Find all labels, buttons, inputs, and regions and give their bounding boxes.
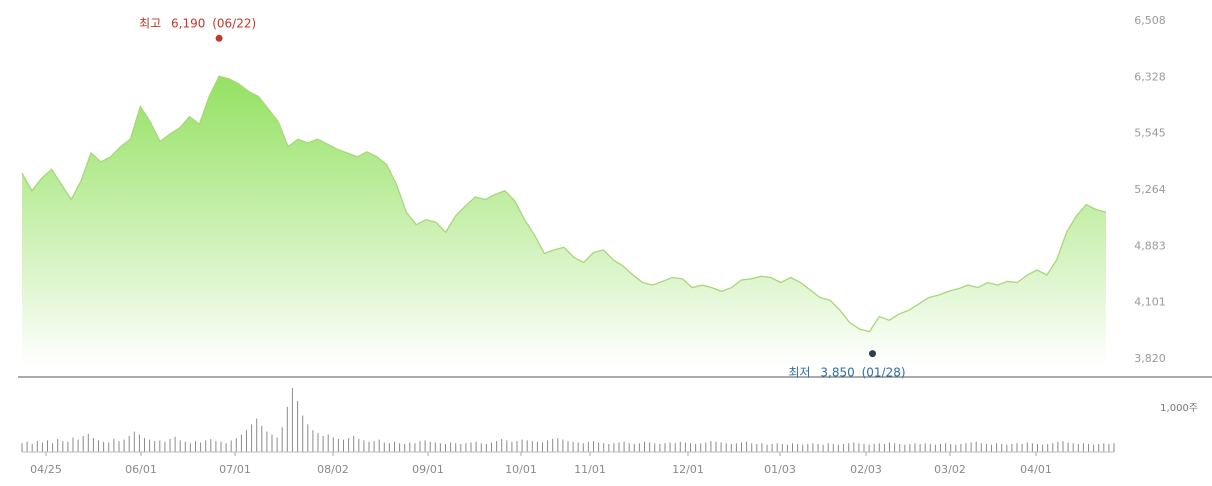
low-label: 최저 [789,366,811,380]
high-point-marker [215,34,223,42]
volume-unit-label: 1,000주 [1160,403,1198,414]
price-area-chart [21,75,1107,367]
high-label: 최고 [139,16,161,30]
high-annotation: 최고 6,190 (06/22) [139,16,256,30]
x-tick-label: 12/01 [672,463,704,476]
low-point-marker [869,350,876,358]
date-axis: 04/25 06/01 07/01 08/02 09/01 10/01 11/01 12/01… [30,452,1052,476]
x-tick-label: 01/03 [764,463,796,476]
price-line [21,75,1107,333]
high-date: (06/22) [212,16,256,30]
volume-chart [21,388,1115,453]
low-value: 3,850 [820,366,854,380]
x-tick-label: 10/01 [505,463,537,476]
price-area-fill [22,76,1106,367]
y-tick-label: 3,820 [1134,352,1166,365]
y-tick-label: 4,101 [1134,296,1166,309]
x-tick-label: 07/01 [219,463,251,476]
x-tick-label: 11/01 [574,463,606,476]
annotations: 최고 6,190 (06/22) 최저 3,850 (01/28) [139,16,905,379]
y-tick-label: 5,264 [1134,183,1166,196]
x-tick-label: 03/02 [934,463,966,476]
low-date: (01/28) [862,366,906,380]
low-annotation: 최저 3,850 (01/28) [789,366,906,380]
y-tick-label: 6,328 [1134,70,1166,83]
y-tick-label: 5,545 [1134,127,1166,140]
x-tick-label: 04/01 [1020,463,1052,476]
x-tick-label: 06/01 [125,463,157,476]
x-tick-label: 04/25 [30,463,62,476]
x-tick-label: 02/03 [850,463,882,476]
y-tick-label: 4,883 [1134,239,1166,252]
x-tick-label: 08/02 [317,463,349,476]
high-value: 6,190 [171,16,205,30]
y-tick-label: 6,508 [1134,14,1166,27]
price-axis: 6,508 6,328 5,545 5,264 4,883 4,101 3,820 [1134,14,1166,365]
x-tick-label: 09/01 [412,463,444,476]
